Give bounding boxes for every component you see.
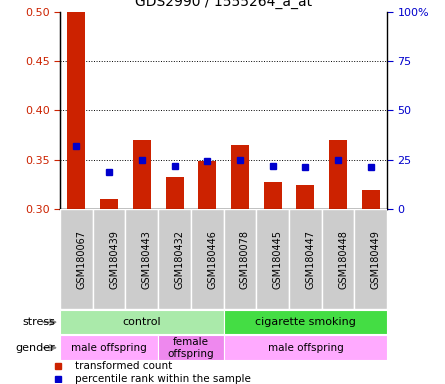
Bar <box>191 209 224 309</box>
Text: GSM180448: GSM180448 <box>338 230 348 289</box>
Bar <box>231 145 249 209</box>
Text: GSM180067: GSM180067 <box>77 230 86 289</box>
Bar <box>224 209 256 309</box>
Bar <box>93 209 125 309</box>
Bar <box>60 310 224 334</box>
Text: gender: gender <box>16 343 56 353</box>
Text: GSM180439: GSM180439 <box>109 230 119 289</box>
Bar <box>224 335 387 360</box>
Text: GSM180447: GSM180447 <box>305 230 316 289</box>
Bar <box>166 177 183 209</box>
Text: GSM180445: GSM180445 <box>273 230 283 289</box>
Bar <box>224 310 387 334</box>
Text: GSM180443: GSM180443 <box>142 230 152 289</box>
Text: stress: stress <box>23 317 56 327</box>
Text: transformed count: transformed count <box>75 361 172 371</box>
Bar <box>355 209 387 309</box>
Bar <box>100 199 118 209</box>
Text: GSM180446: GSM180446 <box>207 230 217 289</box>
Bar <box>60 335 158 360</box>
Text: male offspring: male offspring <box>267 343 343 353</box>
Bar <box>198 161 216 209</box>
Text: male offspring: male offspring <box>71 343 147 353</box>
Bar <box>256 209 289 309</box>
Text: female
offspring: female offspring <box>168 337 214 359</box>
Text: GSM180449: GSM180449 <box>371 230 381 289</box>
Text: cigarette smoking: cigarette smoking <box>255 317 356 327</box>
Text: GSM180432: GSM180432 <box>174 230 185 289</box>
Bar <box>296 185 314 209</box>
Bar <box>158 335 224 360</box>
Text: control: control <box>122 317 161 327</box>
Bar <box>125 209 158 309</box>
Bar <box>133 140 151 209</box>
Text: GSM180078: GSM180078 <box>240 230 250 289</box>
Bar <box>158 209 191 309</box>
Title: GDS2990 / 1555264_a_at: GDS2990 / 1555264_a_at <box>135 0 312 9</box>
Bar <box>329 140 347 209</box>
Bar <box>68 12 85 209</box>
Text: percentile rank within the sample: percentile rank within the sample <box>75 374 251 384</box>
Bar <box>264 182 282 209</box>
Bar <box>60 209 93 309</box>
Bar <box>289 209 322 309</box>
Bar <box>362 190 380 209</box>
Bar <box>322 209 355 309</box>
